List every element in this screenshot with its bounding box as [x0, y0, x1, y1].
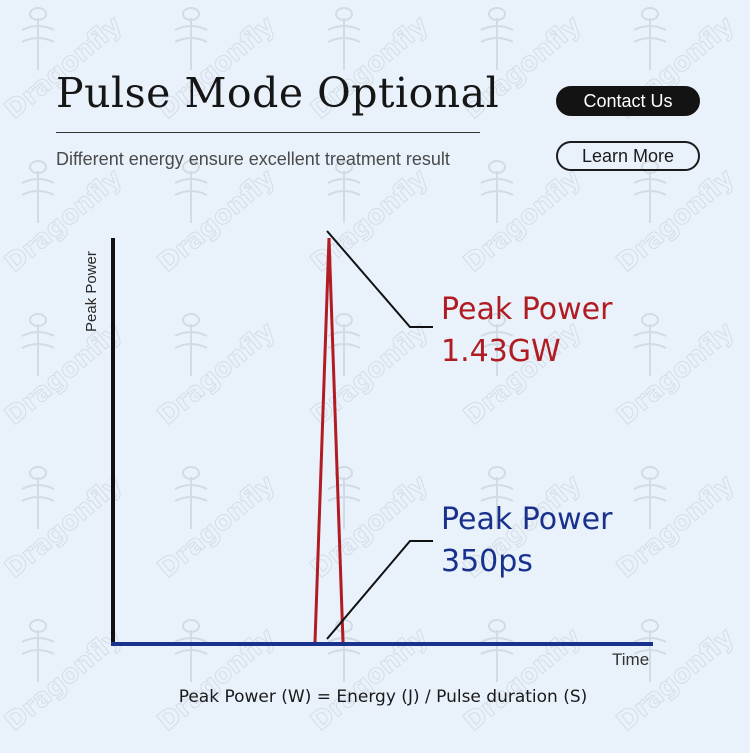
y-axis-label: Peak Power	[83, 251, 100, 332]
learn-more-button[interactable]: Learn More	[556, 141, 700, 171]
pulse-series-line	[313, 237, 345, 643]
x-axis-label: Time	[612, 650, 649, 669]
pulse-duration-annotation-value: 350ps	[441, 544, 533, 579]
page-subtitle: Different energy ensure excellent treatm…	[56, 149, 450, 169]
pulse-duration-leader-line	[326, 540, 433, 640]
peak-power-leader-line	[326, 230, 433, 328]
peak-power-annotation-title: Peak Power	[441, 292, 613, 327]
peak-power-annotation-value: 1.43GW	[441, 334, 561, 369]
pulse-duration-annotation-title: Peak Power	[441, 502, 613, 537]
formula-caption: Peak Power (W) = Energy (J) / Pulse dura…	[179, 687, 588, 707]
title-divider	[56, 132, 480, 133]
contact-us-button[interactable]: Contact Us	[556, 86, 700, 116]
page-title: Pulse Mode Optional	[56, 69, 500, 117]
